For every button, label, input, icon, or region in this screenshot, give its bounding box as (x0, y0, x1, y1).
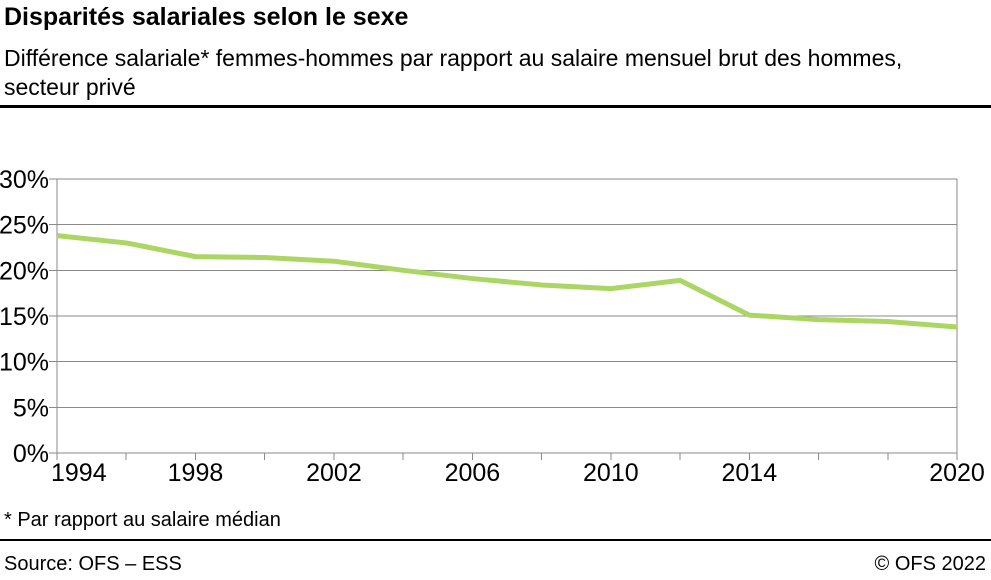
subtitle-line-1: Différence salariale* femmes-hommes par … (4, 45, 903, 71)
svg-text:2006: 2006 (445, 459, 501, 487)
data-line (56, 233, 958, 330)
page-title: Disparités salariales selon le sexe (4, 3, 409, 31)
svg-text:0%: 0% (13, 440, 49, 468)
svg-text:10%: 10% (0, 349, 49, 377)
chart-footnote: * Par rapport au salaire médian (4, 509, 281, 531)
x-axis-labels: 1994 1998 2002 2006 2010 2014 2020 (51, 459, 985, 487)
svg-text:5%: 5% (13, 394, 49, 422)
header-rule (0, 105, 991, 108)
svg-text:1994: 1994 (51, 459, 107, 487)
svg-text:1998: 1998 (168, 459, 224, 487)
svg-text:2014: 2014 (721, 459, 777, 487)
svg-text:25%: 25% (0, 212, 49, 240)
subtitle-line-2: secteur privé (4, 74, 136, 100)
svg-text:30%: 30% (0, 166, 49, 194)
chart-subtitle: Différence salariale* femmes-hommes par … (4, 44, 902, 102)
svg-text:15%: 15% (0, 303, 49, 331)
svg-text:2010: 2010 (583, 459, 639, 487)
footer-rule (0, 539, 991, 541)
copyright-label: © OFS 2022 (874, 553, 986, 575)
source-label: Source: OFS – ESS (4, 553, 182, 575)
svg-text:20%: 20% (0, 257, 49, 285)
svg-text:2002: 2002 (306, 459, 362, 487)
grid-and-axes (49, 178, 958, 460)
y-axis-labels: 0% 5% 10% 15% 20% 25% 30% (0, 166, 49, 468)
svg-text:2020: 2020 (929, 459, 985, 487)
